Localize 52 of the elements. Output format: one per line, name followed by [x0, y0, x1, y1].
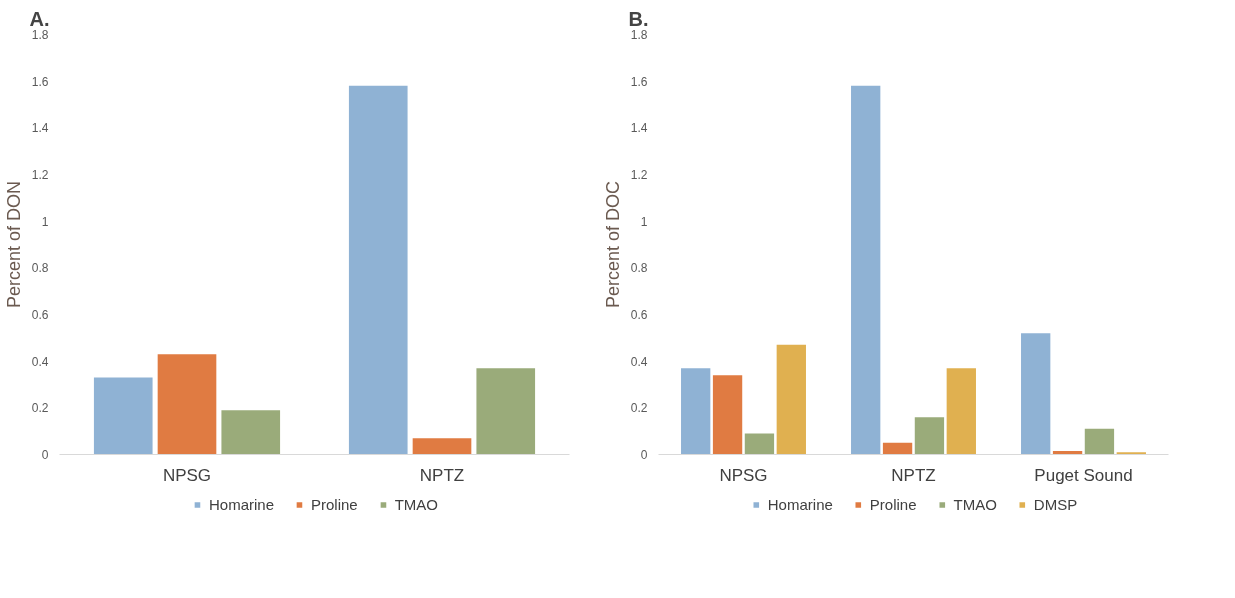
- y-tick-label: 1.2: [630, 168, 648, 182]
- y-tick-label: 1.6: [31, 74, 49, 89]
- y-tick-label: 1.8: [31, 28, 49, 42]
- bar: [776, 344, 806, 455]
- legend-label: TMAO: [394, 495, 439, 513]
- legend-label: DMSP: [1033, 495, 1078, 513]
- x-tick-label: Puget Sound: [1034, 465, 1133, 485]
- bar: [712, 375, 743, 455]
- x-tick-label: NPTZ: [891, 465, 936, 485]
- bar: [1021, 333, 1051, 455]
- y-axis-title: Percent of DOC: [602, 180, 623, 309]
- y-tick-label: 1.6: [630, 74, 648, 89]
- bar: [914, 417, 945, 455]
- bar: [946, 368, 976, 455]
- bar: [744, 433, 775, 455]
- bar: [157, 354, 217, 455]
- y-tick-label: 0.6: [31, 308, 49, 322]
- bar: [348, 85, 408, 455]
- bar: [412, 438, 472, 455]
- legend-label: Homarine: [767, 495, 833, 513]
- bar: [851, 85, 881, 455]
- y-axis-title: Percent of DON: [3, 180, 24, 309]
- y-tick-label: 1: [640, 214, 648, 229]
- legend-label: TMAO: [953, 495, 997, 513]
- chart-title: B.: [628, 7, 649, 30]
- y-tick-label: 0.2: [630, 401, 648, 416]
- y-tick-label: 1.2: [31, 168, 49, 182]
- bar: [882, 442, 913, 455]
- chart-title: A.: [29, 7, 50, 30]
- y-tick-label: 0: [41, 448, 49, 462]
- y-tick-label: 1: [41, 214, 49, 229]
- y-tick-label: 0.8: [630, 261, 648, 276]
- y-tick-label: 0.8: [31, 261, 49, 276]
- y-tick-label: 0.2: [31, 401, 49, 416]
- legend-label: Proline: [869, 495, 917, 513]
- y-tick-label: 1.4: [630, 121, 648, 136]
- y-tick-label: 0.6: [630, 308, 648, 322]
- legend-label: Homarine: [208, 495, 274, 513]
- legend-label: Proline: [310, 495, 358, 513]
- bar: [93, 377, 153, 455]
- x-tick-label: NPSG: [162, 465, 212, 485]
- y-tick-label: 0.4: [630, 354, 648, 369]
- y-tick-label: 1.4: [31, 121, 49, 136]
- bar: [681, 368, 711, 455]
- bar: [1084, 428, 1115, 455]
- x-tick-label: NPTZ: [419, 465, 465, 485]
- y-tick-label: 0.4: [31, 354, 49, 369]
- y-tick-label: 0: [640, 448, 648, 462]
- y-tick-label: 1.8: [630, 28, 648, 42]
- bar: [221, 410, 281, 455]
- x-tick-label: NPSG: [719, 465, 768, 485]
- bar: [476, 368, 536, 455]
